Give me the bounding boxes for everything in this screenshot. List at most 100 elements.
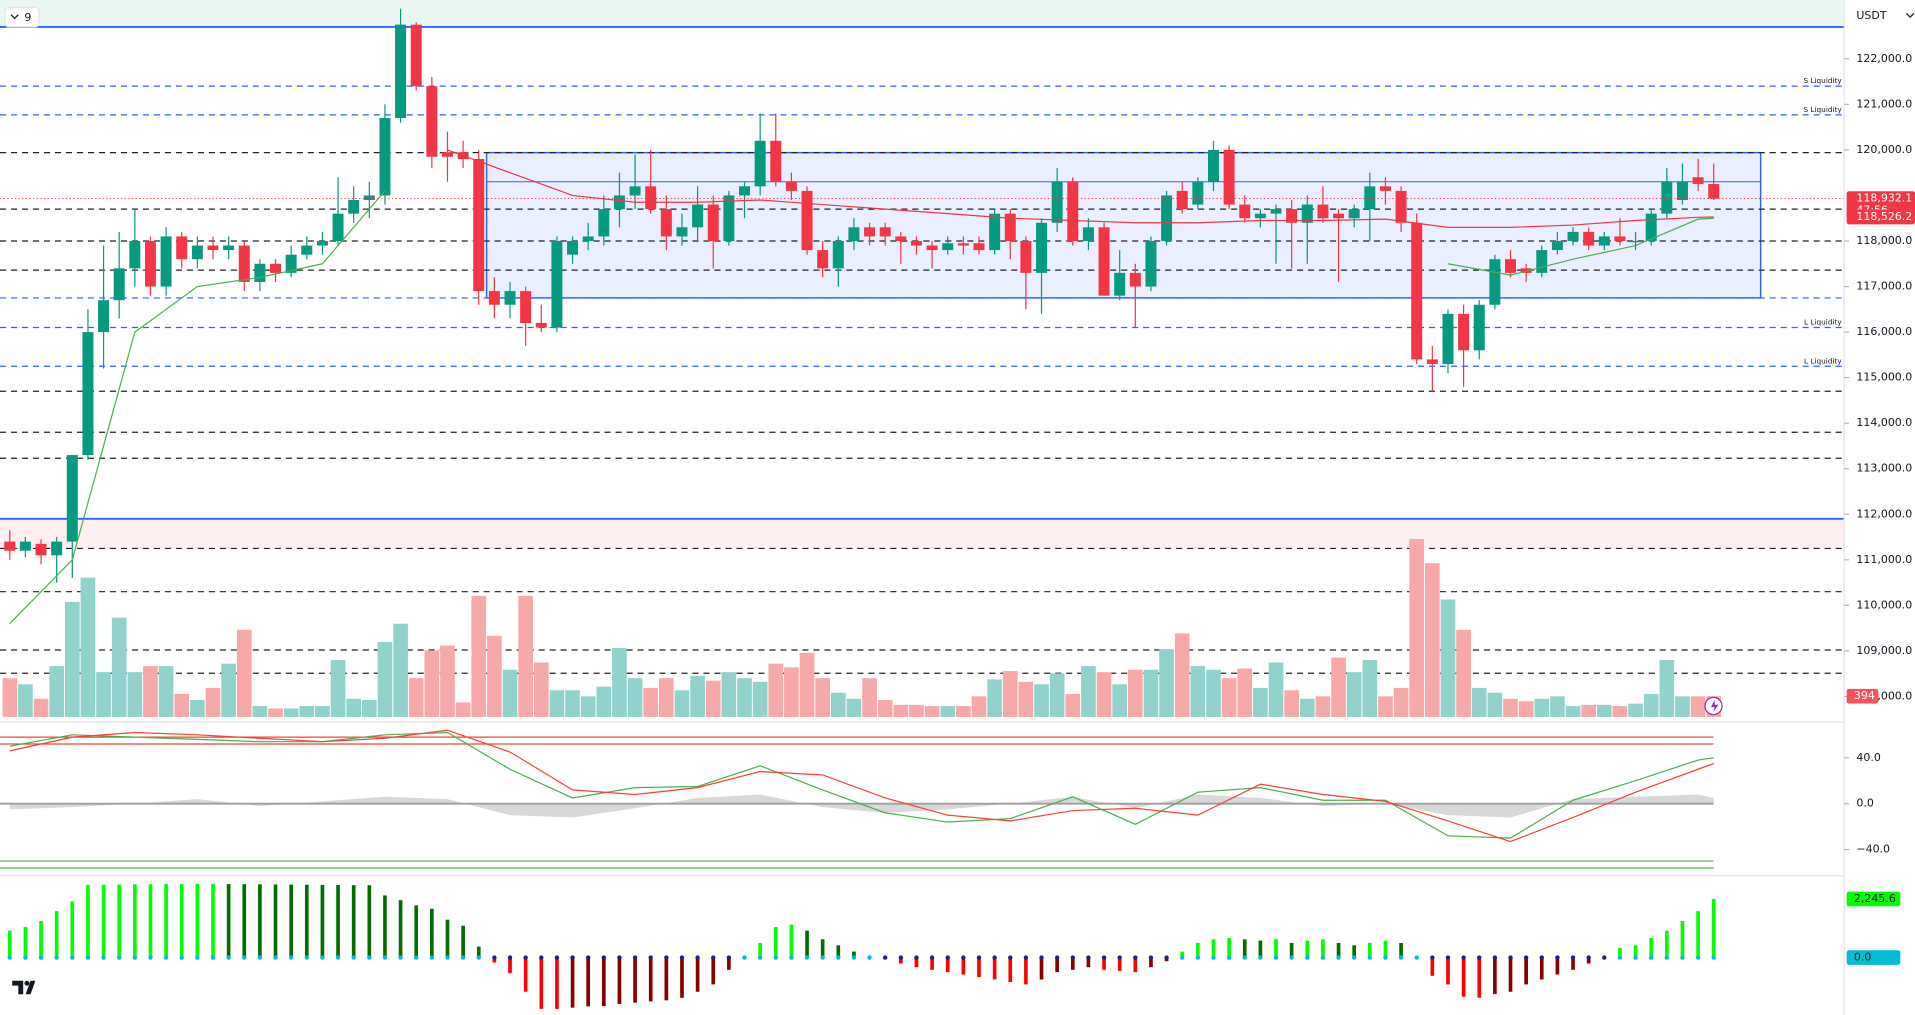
zero-dot (1633, 955, 1638, 960)
level-label: L Liquidity (1804, 356, 1842, 365)
histogram-bar (132, 884, 137, 958)
zero-dot (585, 955, 591, 960)
currency-chevron[interactable] (1906, 13, 1915, 19)
candle-body (676, 227, 688, 237)
zero-dot (851, 955, 857, 960)
candle-body (1551, 240, 1563, 251)
band (0, 0, 1845, 27)
zero-dot (601, 955, 607, 960)
candle-body (879, 227, 891, 237)
interval-button[interactable] (4, 6, 40, 28)
volume-tag-label: 394 (1854, 689, 1875, 702)
volume-bar (33, 698, 49, 717)
zero-dot (460, 955, 466, 960)
histogram-bar (54, 911, 59, 958)
zero-dot (867, 955, 872, 960)
zero-dot (976, 955, 982, 960)
zero-dot (1305, 955, 1310, 960)
volume-bar (174, 693, 190, 717)
zero-dot (1289, 955, 1294, 960)
volume-bar (565, 690, 580, 717)
volume-bar (830, 692, 846, 717)
zero-dot (992, 955, 997, 960)
volume-bar (1049, 673, 1065, 717)
candle-body (363, 195, 375, 200)
histogram-bar (23, 927, 28, 958)
candle-body (1286, 209, 1298, 223)
volume-bar (1268, 662, 1284, 717)
candle-body (895, 236, 907, 241)
candle-body (1348, 209, 1360, 219)
zero-dot (570, 955, 575, 960)
volume-bar (909, 704, 924, 717)
volume-bar (674, 690, 690, 717)
zero-dot (1101, 955, 1107, 960)
volume-bar (18, 684, 33, 717)
histogram-bar (273, 884, 278, 958)
volume-bar (143, 666, 158, 717)
candle-body (1442, 313, 1454, 364)
volume-bar (393, 623, 408, 717)
candle-body (332, 213, 344, 241)
candle-body (1223, 149, 1235, 205)
candle-body (754, 140, 766, 187)
volume-bar (1534, 698, 1550, 717)
histogram-bar (430, 908, 434, 958)
candle-body (1536, 250, 1548, 273)
candle-body (989, 213, 1001, 251)
histogram-bar (211, 883, 215, 958)
zero-dot (1336, 955, 1341, 960)
y-tick-label: 116,000.0 (1856, 325, 1912, 338)
histogram-bar (836, 945, 841, 958)
histogram-bar (586, 957, 591, 1007)
candle-body (942, 243, 954, 251)
volume-bar (1596, 704, 1612, 717)
zero-dot (648, 955, 653, 960)
level-label: S Liquidity (1803, 76, 1842, 85)
value-tag (1846, 950, 1901, 965)
volume-bar (455, 702, 471, 717)
histogram-bar (758, 942, 762, 958)
price-tag-label: 118,932.1 (1856, 192, 1912, 205)
candle-body (1630, 240, 1642, 243)
histogram-bar (1664, 930, 1669, 958)
histogram-bar (1461, 957, 1466, 997)
volume-bar (1221, 678, 1237, 717)
histogram-bar (961, 957, 966, 975)
histogram-bar (476, 946, 481, 958)
candle-body (957, 243, 969, 246)
volume-bar (377, 641, 393, 717)
axis-panel (1844, 0, 1915, 1015)
volume-bar (158, 666, 174, 717)
y-tick-label: 117,000.0 (1856, 280, 1912, 293)
zero-dot (1617, 955, 1623, 960)
volume-bar (502, 669, 518, 717)
histogram-bar (1086, 957, 1091, 968)
volume-bar (1331, 657, 1346, 717)
zero-dot (1664, 955, 1670, 960)
y-tick-label: 109,000.0 (1856, 644, 1912, 657)
zero-dot (1023, 955, 1029, 960)
histogram-bar (992, 957, 997, 980)
zero-dot (773, 955, 778, 960)
candle-body (1129, 272, 1141, 287)
candle-body (645, 186, 657, 210)
histogram-bar (1493, 957, 1497, 995)
candle-body (1067, 181, 1079, 241)
y-tick-label: 121,000.0 (1856, 97, 1912, 110)
candle-body (176, 236, 188, 260)
y-tick-label: 112,000.0 (1856, 507, 1912, 520)
histogram-bar (977, 957, 981, 978)
volume-bar (2, 678, 18, 717)
volume-bar (1643, 693, 1659, 717)
volume-bar (127, 672, 143, 717)
candle-body (1473, 304, 1485, 351)
volume-bar (190, 700, 205, 717)
candle-body (1395, 190, 1407, 223)
candle-body (1192, 181, 1204, 205)
zero-dot (945, 955, 950, 960)
volume-bar (893, 704, 909, 717)
zero-dot (429, 955, 435, 960)
